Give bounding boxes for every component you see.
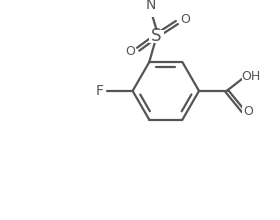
FancyBboxPatch shape xyxy=(242,106,253,117)
FancyBboxPatch shape xyxy=(144,0,158,11)
Text: O: O xyxy=(243,105,253,118)
FancyBboxPatch shape xyxy=(93,85,106,96)
Text: OH: OH xyxy=(241,70,260,83)
Text: F: F xyxy=(95,84,103,98)
FancyBboxPatch shape xyxy=(242,71,259,82)
Text: O: O xyxy=(125,45,135,58)
Text: S: S xyxy=(151,27,162,45)
FancyBboxPatch shape xyxy=(149,30,164,43)
Text: O: O xyxy=(180,13,190,26)
Text: N: N xyxy=(146,0,156,12)
FancyBboxPatch shape xyxy=(124,46,136,57)
FancyBboxPatch shape xyxy=(180,14,191,25)
